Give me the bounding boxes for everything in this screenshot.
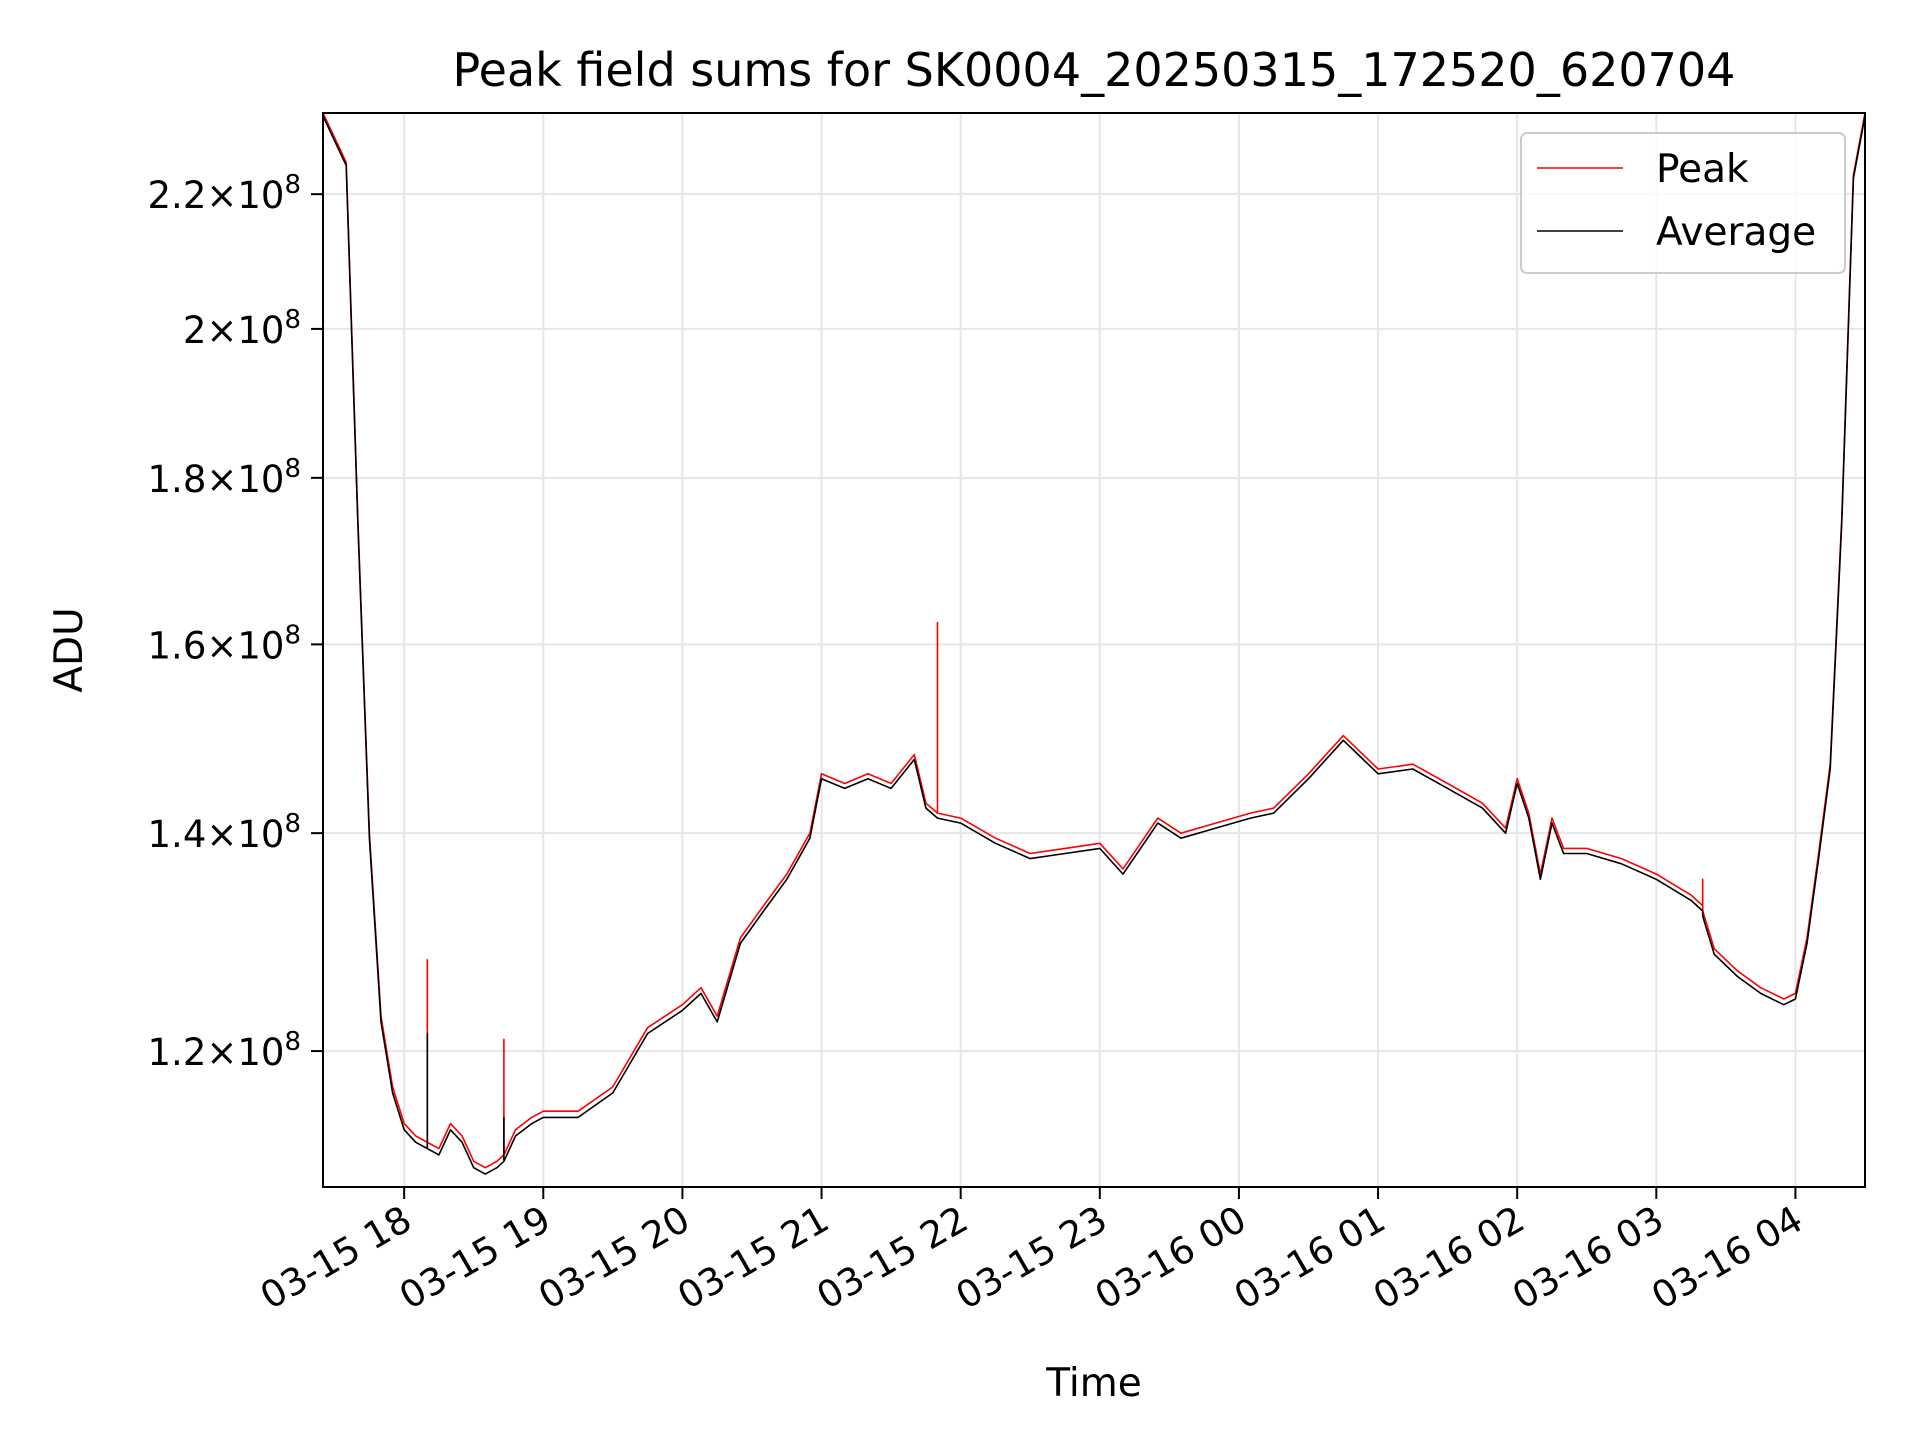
y-tick-label: 1.8×108: [148, 454, 301, 501]
plot-frame: [322, 112, 1866, 1188]
chart-title: Peak field sums for SK0004_20250315_1725…: [453, 43, 1736, 97]
series-layer: [322, 112, 1866, 1175]
grid: [323, 113, 1865, 1187]
y-tick-label: 1.4×108: [148, 809, 301, 856]
y-tick-label: 1.6×108: [148, 620, 301, 667]
legend-label-peak: Peak: [1656, 147, 1749, 192]
legend: Peak Average: [1520, 132, 1846, 274]
y-tick-label: 2×108: [183, 305, 301, 352]
y-axis-label: ADU: [47, 607, 92, 692]
y-tick-label: 1.2×108: [148, 1027, 301, 1074]
y-tick-label: 2.2×108: [148, 170, 301, 217]
x-axis-label: Time: [1045, 1361, 1141, 1406]
legend-label-average: Average: [1656, 210, 1816, 255]
series-average-line: [322, 115, 1866, 1175]
y-axis: 1.2×108 1.4×108 1.6×108 1.8×108 2×108 2.2×108: [148, 170, 323, 1074]
series-peak-line: [322, 112, 1866, 1169]
